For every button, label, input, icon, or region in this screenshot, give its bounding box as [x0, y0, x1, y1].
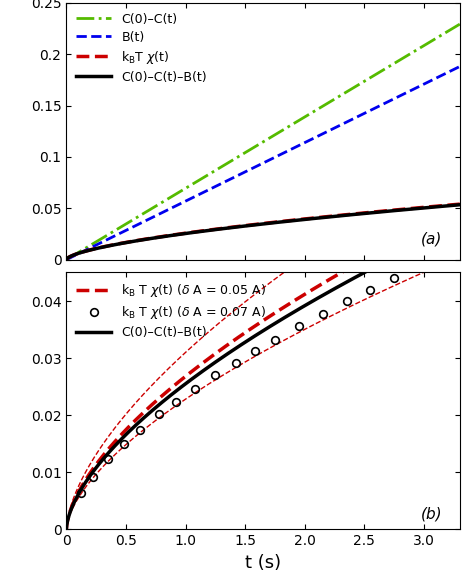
k$_{\rm B}$ T $\chi$(t) ($\delta$ A = 0.07 A)	[156, 411, 162, 418]
k$_{\rm B}$T $\chi$(t)	[237, 223, 243, 230]
k$_{\rm B}$T $\chi$(t)	[104, 243, 109, 250]
Line: C(0)–C(t)–B(t): C(0)–C(t)–B(t)	[66, 205, 460, 260]
B(t)	[64, 256, 69, 263]
B(t)	[457, 63, 463, 70]
C(0)–C(t)	[64, 256, 69, 263]
k$_{\rm B}$ T $\chi$(t) ($\delta$ A = 0.07 A)	[212, 372, 218, 379]
C(0)–C(t)	[334, 95, 339, 102]
C(0)–C(t)	[370, 72, 376, 79]
k$_{\rm B}$ T $\chi$(t) ($\delta$ A = 0.07 A)	[78, 490, 83, 497]
Legend: C(0)–C(t), B(t), k$_{\rm B}$T $\chi$(t), C(0)–C(t)–B(t): C(0)–C(t), B(t), k$_{\rm B}$T $\chi$(t),…	[73, 9, 211, 88]
C(0)–C(t)	[237, 152, 243, 159]
k$_{\rm B}$ T $\chi$(t) ($\delta$ A = 0.07 A)	[121, 440, 127, 447]
k$_{\rm B}$ T $\chi$(t) ($\delta$ A = 0.05 A)	[370, 251, 376, 258]
k$_{\rm B}$ T $\chi$(t) ($\delta$ A = 0.05 A)	[237, 333, 243, 340]
k$_{\rm B}$T $\chi$(t)	[334, 212, 339, 219]
k$_{\rm B}$ T $\chi$(t) ($\delta$ A = 0.07 A)	[320, 310, 326, 318]
k$_{\rm B}$T $\chi$(t)	[370, 209, 376, 216]
C(0)–C(t)–B(t)	[377, 260, 383, 268]
k$_{\rm B}$ T $\chi$(t) ($\delta$ A = 0.05 A)	[457, 205, 463, 212]
k$_{\rm B}$ T $\chi$(t) ($\delta$ A = 0.07 A)	[344, 298, 349, 305]
Line: k$_{\rm B}$T $\chi$(t): k$_{\rm B}$T $\chi$(t)	[66, 204, 460, 260]
C(0)–C(t)–B(t)	[237, 342, 243, 349]
B(t)	[334, 123, 339, 131]
Line: k$_{\rm B}$ T $\chi$(t) ($\delta$ A = 0.05 A): k$_{\rm B}$ T $\chi$(t) ($\delta$ A = 0.…	[66, 209, 460, 529]
C(0)–C(t)–B(t)	[457, 201, 463, 208]
k$_{\rm B}$ T $\chi$(t) ($\delta$ A = 0.07 A)	[272, 336, 278, 343]
k$_{\rm B}$ T $\chi$(t) ($\delta$ A = 0.07 A)	[252, 348, 257, 355]
B(t)	[104, 236, 109, 243]
C(0)–C(t)	[377, 68, 383, 75]
C(0)–C(t)–B(t)	[237, 223, 243, 230]
C(0)–C(t)	[223, 161, 228, 168]
k$_{\rm B}$ T $\chi$(t) ($\delta$ A = 0.07 A)	[439, 253, 445, 260]
Legend: k$_{\rm B}$ T $\chi$(t) ($\delta$ A = 0.05 A), k$_{\rm B}$ T $\chi$(t) ($\delta$: k$_{\rm B}$ T $\chi$(t) ($\delta$ A = 0.…	[73, 279, 270, 343]
Line: C(0)–C(t)–B(t): C(0)–C(t)–B(t)	[66, 224, 460, 529]
C(0)–C(t)–B(t)	[64, 526, 69, 533]
C(0)–C(t)–B(t)	[370, 264, 376, 271]
B(t)	[237, 171, 243, 178]
Text: (b): (b)	[420, 506, 442, 522]
X-axis label: t (s): t (s)	[245, 554, 281, 572]
k$_{\rm B}$ T $\chi$(t) ($\delta$ A = 0.07 A)	[192, 385, 198, 392]
k$_{\rm B}$ T $\chi$(t) ($\delta$ A = 0.05 A)	[64, 526, 69, 533]
k$_{\rm B}$T $\chi$(t)	[457, 201, 463, 208]
k$_{\rm B}$ T $\chi$(t) ($\delta$ A = 0.07 A)	[415, 263, 421, 270]
B(t)	[370, 105, 376, 112]
k$_{\rm B}$ T $\chi$(t) ($\delta$ A = 0.07 A)	[90, 473, 95, 480]
C(0)–C(t)–B(t)	[104, 452, 109, 459]
k$_{\rm B}$ T $\chi$(t) ($\delta$ A = 0.07 A)	[173, 398, 179, 405]
k$_{\rm B}$ T $\chi$(t) ($\delta$ A = 0.07 A)	[367, 286, 373, 293]
k$_{\rm B}$T $\chi$(t)	[223, 225, 228, 232]
k$_{\rm B}$ T $\chi$(t) ($\delta$ A = 0.07 A)	[137, 426, 143, 433]
C(0)–C(t)	[457, 21, 463, 28]
Line: B(t): B(t)	[66, 66, 460, 260]
k$_{\rm B}$T $\chi$(t)	[377, 208, 383, 215]
k$_{\rm B}$ T $\chi$(t) ($\delta$ A = 0.07 A)	[392, 275, 397, 282]
C(0)–C(t)–B(t)	[334, 213, 339, 220]
Text: (a): (a)	[421, 232, 442, 247]
C(0)–C(t)–B(t)	[334, 284, 339, 291]
B(t)	[223, 178, 228, 185]
C(0)–C(t)–B(t)	[104, 243, 109, 250]
k$_{\rm B}$ T $\chi$(t) ($\delta$ A = 0.07 A)	[296, 323, 301, 330]
B(t)	[377, 102, 383, 109]
C(0)–C(t)–B(t)	[64, 256, 69, 263]
C(0)–C(t)–B(t)	[377, 208, 383, 215]
k$_{\rm B}$ T $\chi$(t) ($\delta$ A = 0.07 A)	[233, 359, 238, 366]
k$_{\rm B}$ T $\chi$(t) ($\delta$ A = 0.05 A)	[334, 272, 339, 279]
k$_{\rm B}$ T $\chi$(t) ($\delta$ A = 0.05 A)	[377, 247, 383, 254]
C(0)–C(t)	[104, 232, 109, 239]
k$_{\rm B}$ T $\chi$(t) ($\delta$ A = 0.05 A)	[104, 448, 109, 455]
k$_{\rm B}$ T $\chi$(t) ($\delta$ A = 0.07 A)	[105, 456, 111, 463]
k$_{\rm B}$T $\chi$(t)	[64, 256, 69, 263]
k$_{\rm B}$ T $\chi$(t) ($\delta$ A = 0.05 A)	[223, 343, 228, 350]
C(0)–C(t)–B(t)	[457, 220, 463, 228]
C(0)–C(t)–B(t)	[223, 225, 228, 232]
Line: k$_{\rm B}$ T $\chi$(t) ($\delta$ A = 0.07 A): k$_{\rm B}$ T $\chi$(t) ($\delta$ A = 0.…	[77, 252, 446, 497]
C(0)–C(t)–B(t)	[223, 352, 228, 359]
C(0)–C(t)–B(t)	[370, 209, 376, 216]
Line: C(0)–C(t): C(0)–C(t)	[66, 24, 460, 260]
